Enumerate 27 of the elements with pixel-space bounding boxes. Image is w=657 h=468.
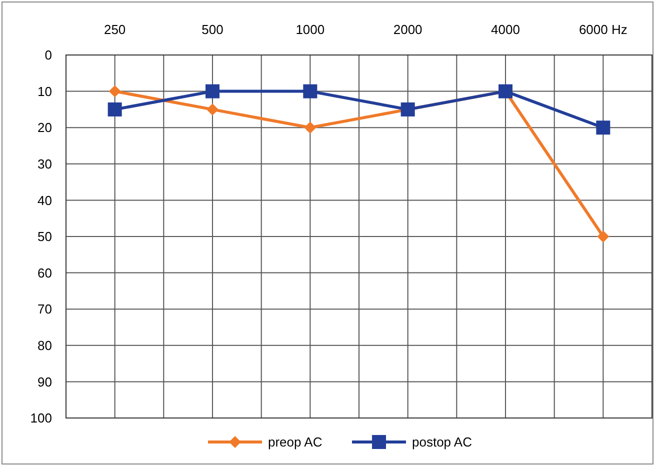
- x-tick-label: 4000: [491, 22, 520, 37]
- x-tick-label: 250: [104, 22, 126, 37]
- y-tick-label: 10: [38, 84, 52, 99]
- y-tick-label: 0: [44, 48, 52, 63]
- y-tick-label: 80: [38, 338, 52, 353]
- point: [303, 84, 318, 98]
- legend-label: preop AC: [268, 434, 322, 450]
- y-tick-label: 60: [38, 265, 52, 280]
- y-tick-label: 90: [38, 374, 52, 390]
- x-tick-label: 1000: [296, 22, 325, 37]
- x-tick-label: 500: [202, 22, 224, 37]
- point: [597, 230, 610, 242]
- y-tick-label: 20: [38, 120, 52, 136]
- point: [304, 122, 316, 134]
- y-tick-label: 50: [38, 229, 52, 244]
- legend-label: postop AC: [412, 434, 472, 450]
- x-tick-label: 2000: [393, 22, 422, 37]
- point: [596, 120, 610, 135]
- point: [206, 84, 220, 98]
- y-tick-label: 30: [38, 156, 52, 172]
- x-tick-label: 6000 Hz: [578, 22, 628, 37]
- y-tick-label: 100: [30, 410, 52, 426]
- y-tick-label: 70: [38, 302, 52, 317]
- point: [108, 85, 121, 98]
- y-tick-label: 40: [38, 192, 52, 208]
- point: [206, 103, 218, 116]
- point: [108, 102, 122, 116]
